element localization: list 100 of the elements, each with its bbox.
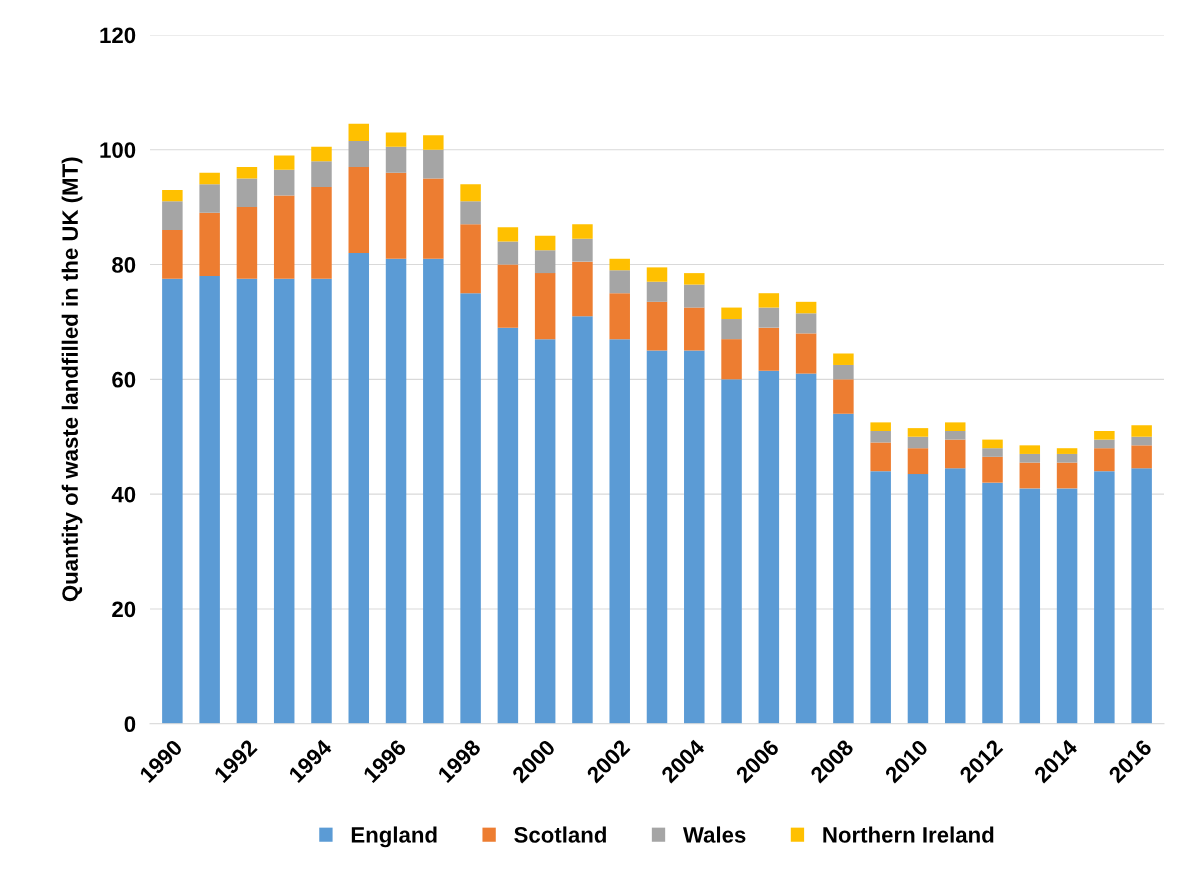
y-tick-label: 0	[124, 716, 136, 733]
bar	[311, 187, 332, 279]
bar	[497, 241, 519, 265]
bar	[646, 350, 668, 724]
bar	[795, 313, 817, 334]
bar	[236, 207, 258, 279]
bar	[907, 448, 929, 475]
bar	[982, 456, 1003, 483]
bar	[572, 238, 593, 262]
bar	[311, 161, 332, 188]
bar	[423, 149, 444, 179]
bar	[162, 189, 183, 202]
bar	[1019, 488, 1041, 724]
bar	[385, 258, 407, 724]
bar	[1056, 488, 1078, 724]
bar	[385, 146, 407, 173]
bar	[385, 132, 407, 147]
bar	[423, 178, 444, 259]
bar	[609, 258, 630, 271]
bar	[460, 293, 481, 724]
bar	[460, 224, 481, 294]
bar	[273, 169, 295, 196]
bar	[162, 230, 183, 279]
bar	[684, 307, 705, 351]
bar	[497, 264, 519, 328]
bar	[721, 307, 742, 320]
legend-label: England	[351, 826, 437, 848]
bar	[385, 172, 407, 259]
bar	[236, 166, 258, 179]
bar	[273, 195, 295, 279]
bar	[534, 250, 556, 274]
bar	[684, 273, 705, 285]
bar	[497, 327, 519, 724]
bar	[1056, 462, 1078, 489]
bar	[534, 273, 556, 340]
bar	[907, 436, 929, 449]
bar	[833, 379, 854, 414]
bar	[311, 146, 332, 162]
bar	[1094, 448, 1115, 472]
y-tick-label: 20	[112, 601, 136, 618]
legend-label: Wales	[682, 826, 746, 843]
bar	[199, 212, 220, 276]
bar	[1019, 462, 1041, 489]
bar	[982, 482, 1003, 724]
bar	[423, 135, 444, 150]
bar	[572, 316, 593, 724]
bar	[534, 339, 556, 724]
bar	[497, 227, 519, 242]
bar	[721, 319, 742, 340]
bar	[236, 278, 258, 724]
legend-label: Northern Ireland	[823, 826, 994, 843]
bar	[1131, 468, 1152, 724]
y-axis-title: Quantity of waste landfilled in the UK (MT)	[61, 157, 83, 602]
bar	[646, 301, 668, 351]
bar	[1019, 445, 1041, 454]
bar	[609, 293, 630, 340]
bar	[199, 172, 220, 185]
bar	[609, 339, 630, 724]
bar	[758, 293, 780, 308]
bar	[758, 307, 780, 328]
bar	[758, 370, 780, 724]
bar	[348, 123, 370, 142]
bar	[1131, 425, 1152, 437]
bar	[1131, 445, 1152, 469]
bar	[1094, 430, 1115, 440]
bar	[1056, 453, 1078, 463]
bar	[833, 364, 854, 380]
bar	[944, 439, 966, 469]
bar	[460, 201, 481, 225]
bar	[1019, 453, 1041, 463]
bar	[572, 261, 593, 317]
bar	[870, 422, 891, 431]
bar	[944, 468, 966, 724]
bar	[795, 333, 817, 374]
y-tick-label: 120	[100, 27, 136, 44]
bar	[311, 278, 332, 724]
bar	[348, 166, 370, 254]
bar	[758, 327, 780, 371]
bar	[534, 235, 556, 251]
bar	[273, 155, 295, 170]
y-tick-label: 100	[100, 142, 136, 158]
bar	[236, 178, 258, 208]
y-tick-label: 80	[112, 257, 136, 273]
legend-label: Scotland	[514, 826, 606, 843]
bar	[1131, 436, 1152, 446]
bar	[199, 275, 220, 724]
bar	[162, 201, 183, 231]
bar	[982, 448, 1003, 457]
bar	[907, 428, 929, 437]
bar	[646, 267, 668, 282]
bar	[833, 353, 854, 365]
bar	[460, 184, 481, 202]
bar	[609, 270, 630, 294]
bar	[684, 284, 705, 308]
bar	[684, 350, 705, 724]
bar	[199, 184, 220, 213]
bar	[721, 379, 742, 724]
bar	[1056, 448, 1078, 454]
bar	[870, 471, 891, 724]
y-tick-label: 60	[112, 371, 136, 388]
